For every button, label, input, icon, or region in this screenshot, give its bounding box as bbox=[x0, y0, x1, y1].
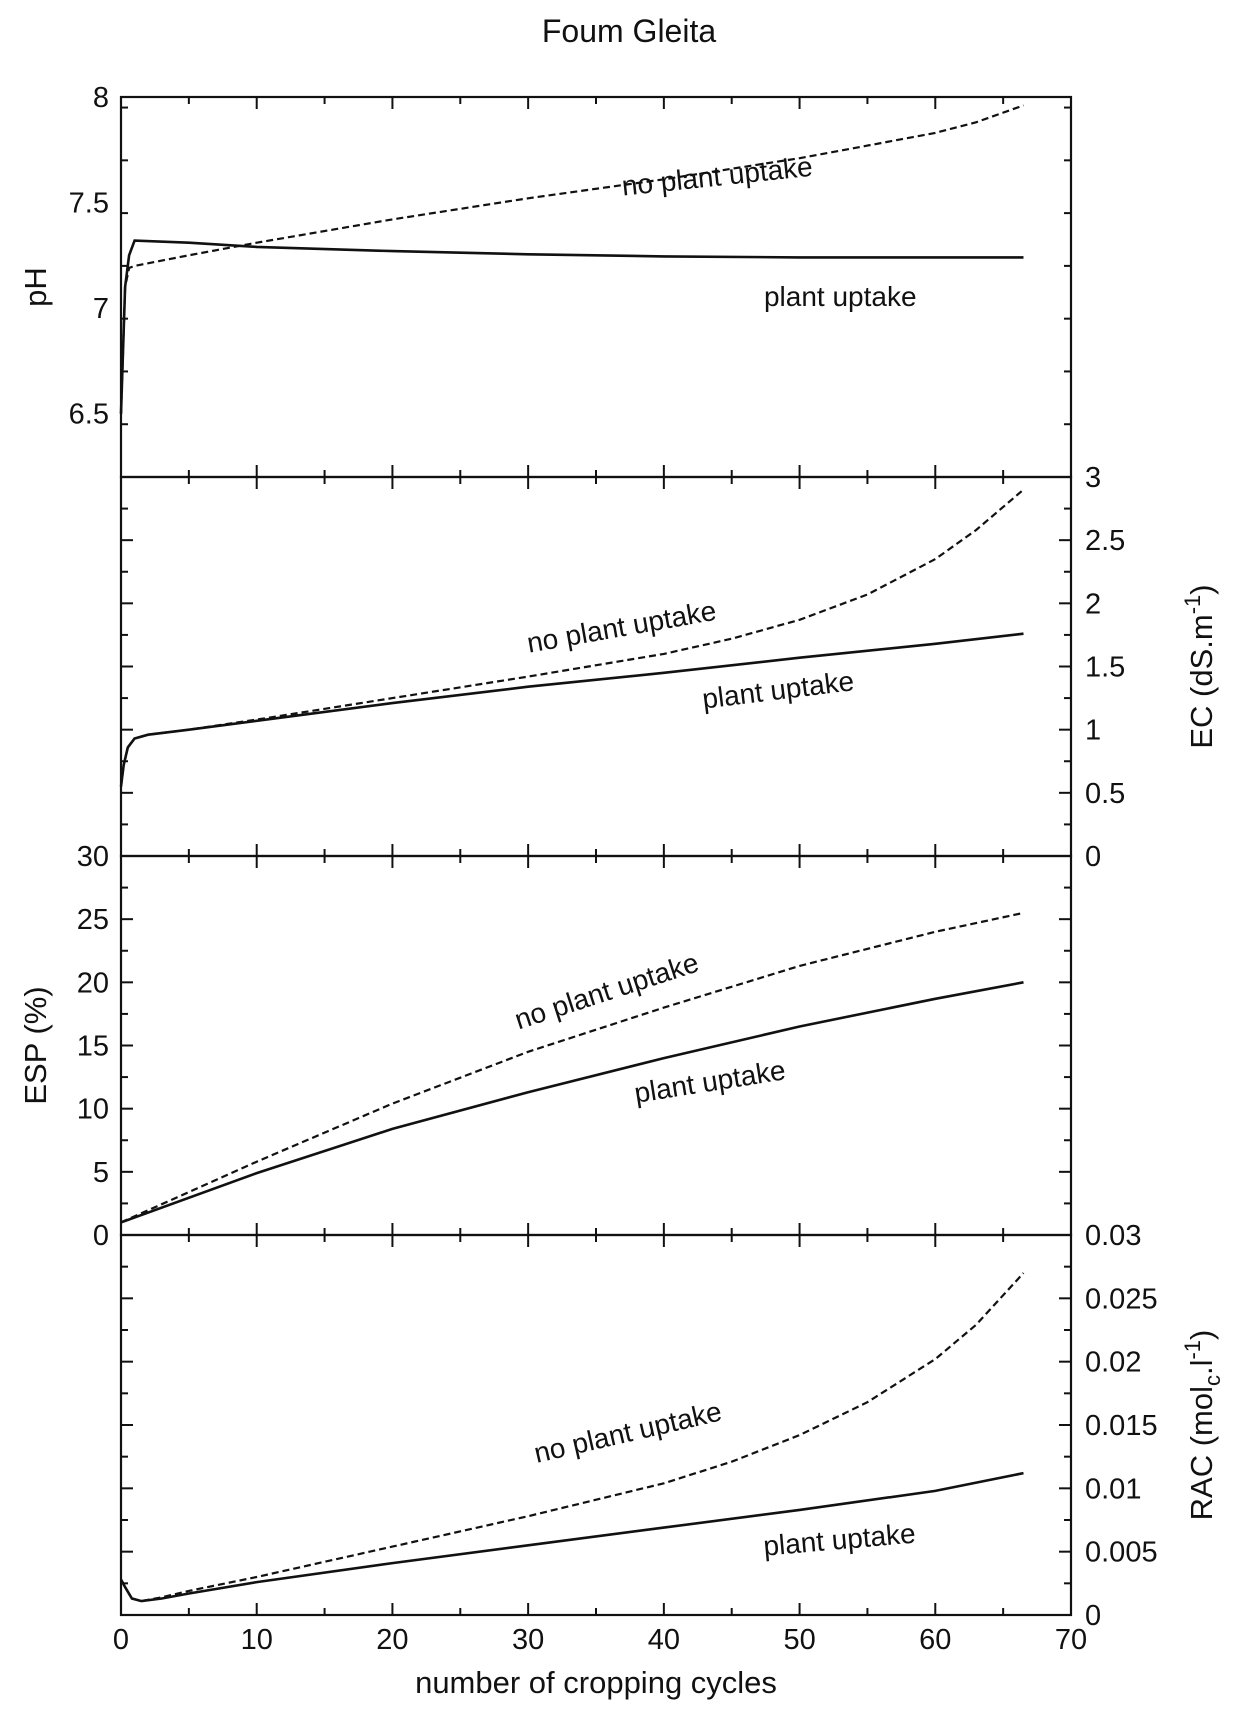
y-axis-title-sup: -1 bbox=[1180, 595, 1205, 615]
y-tick-label: 3 bbox=[1085, 462, 1101, 494]
y-tick-label: 0.03 bbox=[1085, 1220, 1141, 1252]
y-axis-title: pH bbox=[18, 267, 53, 307]
x-tick-label: 20 bbox=[376, 1624, 408, 1656]
y-axis-title-sub: c bbox=[1200, 1375, 1225, 1386]
y-tick-label: 6.5 bbox=[69, 399, 109, 431]
series-no-plant-uptake bbox=[120, 911, 1024, 1224]
y-axis-title-part: ) bbox=[1184, 1330, 1219, 1340]
panel-ec: 0 0.5 1 1.5 2 2.5 3 EC (dS.m-1) no plant uptake p… bbox=[119, 462, 1219, 873]
y-tick-label: 1.5 bbox=[1085, 652, 1125, 684]
y-axis-title-part: ) bbox=[1184, 584, 1219, 594]
x-tick-label: 10 bbox=[241, 1624, 273, 1656]
y-tick-label: 30 bbox=[77, 841, 109, 873]
panel-frame bbox=[119, 95, 1073, 479]
y-axis-title: EC (dS.m-1) bbox=[1180, 584, 1219, 748]
y-axis-title-sup: -1 bbox=[1180, 1340, 1205, 1360]
curve-label: no plant uptake bbox=[531, 1396, 725, 1469]
series-plant-uptake bbox=[119, 239, 1024, 414]
panel-ph: 6.5 7 7.5 8 pH no plant uptake plant uptake bbox=[18, 82, 1073, 479]
curve-label: plant uptake bbox=[700, 665, 855, 714]
y-tick-label: 0.015 bbox=[1085, 1410, 1158, 1442]
y-tick-label: 2 bbox=[1085, 588, 1101, 620]
y-tick-label: 0.5 bbox=[1085, 778, 1125, 810]
y-tick-label: 0.025 bbox=[1085, 1283, 1158, 1315]
y-axis-title: ESP (%) bbox=[18, 986, 53, 1104]
panel-frame bbox=[119, 854, 1073, 1237]
y-tick-label: 0 bbox=[1085, 841, 1101, 873]
series-no-plant-uptake bbox=[120, 1272, 1025, 1603]
panel-frame bbox=[119, 475, 1073, 858]
y-axis-title-part: .l bbox=[1184, 1360, 1219, 1376]
y-tick-label: 7.5 bbox=[69, 188, 109, 220]
y-tick-label: 0 bbox=[93, 1220, 109, 1252]
y-tick-label: 1 bbox=[1085, 715, 1101, 747]
y-tick-label: 7 bbox=[93, 293, 109, 325]
curve-label: no plant uptake bbox=[511, 947, 703, 1036]
series-plant-uptake bbox=[119, 632, 1024, 787]
curve-label: plant uptake bbox=[762, 1518, 917, 1562]
x-tick-label: 60 bbox=[919, 1624, 951, 1656]
y-tick-label: 25 bbox=[77, 904, 109, 936]
y-tick-label: 0 bbox=[1085, 1600, 1101, 1632]
y-tick-label: 5 bbox=[93, 1157, 109, 1189]
y-tick-label: 0.005 bbox=[1085, 1537, 1158, 1569]
y-tick-label: 15 bbox=[77, 1031, 109, 1063]
y-tick-label: 20 bbox=[77, 967, 109, 999]
x-tick-label: 0 bbox=[113, 1624, 129, 1656]
y-axis-title: RAC (molc.l-1) bbox=[1180, 1330, 1225, 1521]
y-tick-label: 8 bbox=[93, 82, 109, 114]
y-axis-title-part: RAC (mol bbox=[1184, 1386, 1219, 1520]
x-tick-label: 40 bbox=[648, 1624, 680, 1656]
curve-label: plant uptake bbox=[632, 1054, 788, 1108]
curve-label: no plant uptake bbox=[620, 151, 814, 202]
series-plant-uptake bbox=[119, 1471, 1024, 1603]
x-axis-title: number of cropping cycles bbox=[415, 1665, 777, 1700]
panel-esp: 0 5 10 15 20 25 30 ESP (%) no plant uptake plant … bbox=[18, 841, 1073, 1252]
y-tick-label: 0.01 bbox=[1085, 1473, 1141, 1505]
curve-label: no plant uptake bbox=[525, 595, 719, 659]
y-axis-title-part: EC (dS.m bbox=[1184, 614, 1219, 748]
chart-title: Foum Gleita bbox=[542, 13, 716, 49]
series-no-plant-uptake bbox=[119, 104, 1024, 414]
x-tick-label: 50 bbox=[783, 1624, 815, 1656]
panel-rac: 0 0.005 0.01 0.015 0.02 0.025 0.03 RAC (molc.l-… bbox=[119, 1220, 1225, 1632]
y-tick-label: 2.5 bbox=[1085, 525, 1125, 557]
x-tick-label: 70 bbox=[1055, 1624, 1087, 1656]
y-tick-label: 10 bbox=[77, 1094, 109, 1126]
series-no-plant-uptake bbox=[119, 488, 1025, 787]
curve-label: plant uptake bbox=[764, 281, 917, 312]
series-plant-uptake bbox=[120, 981, 1024, 1224]
x-tick-label: 30 bbox=[512, 1624, 544, 1656]
y-tick-label: 0.02 bbox=[1085, 1347, 1141, 1379]
